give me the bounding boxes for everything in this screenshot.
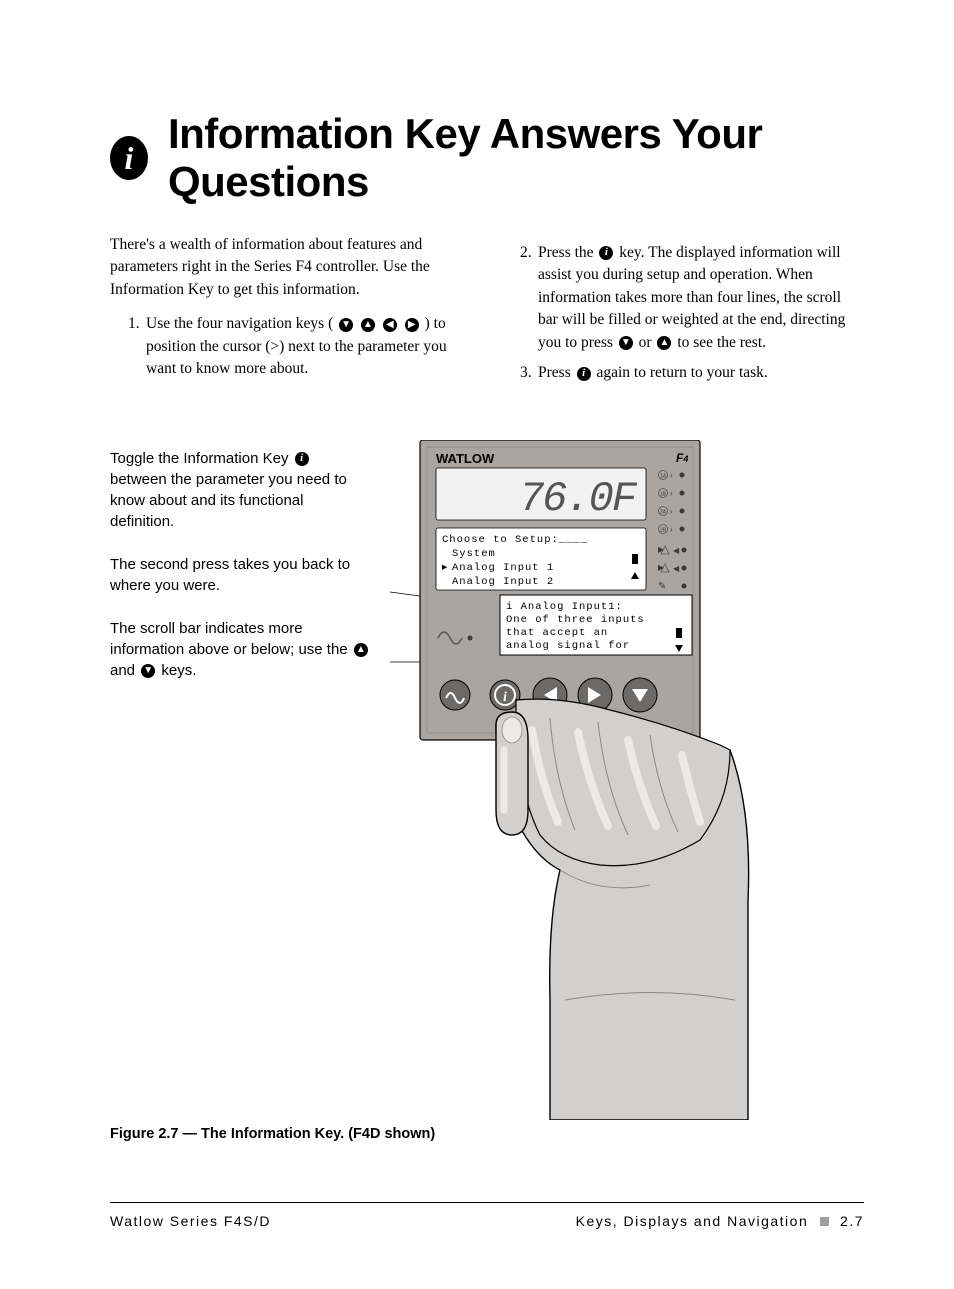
tooltip-line: i Analog Input1: — [506, 601, 623, 613]
svg-text:1A: 1A — [660, 473, 667, 479]
page-title: Information Key Answers Your Questions — [168, 110, 864, 206]
step-number: 3. — [520, 362, 538, 384]
step-number: 2. — [520, 242, 538, 354]
left-icon: ◀ — [383, 318, 397, 332]
profile-button[interactable] — [440, 680, 470, 710]
svg-text:✎: ✎ — [658, 581, 666, 592]
callout-2: The second press takes you back to where… — [110, 554, 370, 596]
down-icon: ▼ — [141, 664, 155, 678]
tooltip-line: analog signal for — [506, 640, 630, 652]
svg-text:›: › — [670, 507, 673, 516]
callout-3: The scroll bar indicates more informatio… — [110, 618, 370, 681]
menu-item: Analog Input 1 — [452, 562, 554, 574]
info-icon: i — [599, 246, 613, 260]
down-button[interactable] — [623, 678, 657, 712]
menu-item: System — [452, 548, 496, 560]
step-1-text: Use the four navigation keys ( ▼ ▲ ◀ ▶ )… — [146, 313, 472, 380]
down-icon: ▼ — [339, 318, 353, 332]
right-icon: ▶ — [405, 318, 419, 332]
brand-label: WATLOW — [436, 451, 495, 466]
up-icon: ▲ — [657, 336, 671, 350]
svg-text:◀: ◀ — [673, 546, 680, 555]
footer-rule — [110, 1202, 864, 1203]
page-footer: Watlow Series F4S/D Keys, Displays and N… — [110, 1213, 864, 1229]
step-2-text: Press the i key. The displayed informati… — [538, 242, 864, 354]
device-illustration: WATLOW F4 76.0F 1A› 1B› 2A› 2B› ▶◀ ▶◀ ✎ — [400, 440, 840, 1120]
menu-title: Choose to Setup:____ — [442, 534, 588, 546]
up-icon: ▲ — [361, 318, 375, 332]
info-icon: i — [295, 452, 309, 466]
svg-text:›: › — [670, 489, 673, 498]
down-icon: ▼ — [619, 336, 633, 350]
info-icon: i — [577, 367, 591, 381]
lcd-value: 76.0F — [519, 475, 638, 523]
svg-text:›: › — [670, 525, 673, 534]
callout-1: Toggle the Information Key i between the… — [110, 448, 370, 532]
tooltip-line: One of three inputs — [506, 614, 645, 626]
svg-text:1B: 1B — [660, 491, 667, 497]
svg-text:2A: 2A — [660, 509, 667, 515]
hand-illustration — [496, 699, 749, 1120]
svg-text:i: i — [503, 690, 507, 705]
svg-text:›: › — [670, 471, 673, 480]
menu-item: Analog Input 2 — [452, 576, 554, 588]
model-label: F4 — [676, 451, 688, 465]
menu-cursor: ▸ — [442, 562, 448, 574]
step-number: 1. — [128, 313, 146, 380]
footer-square-icon — [820, 1217, 829, 1226]
figure-caption: Figure 2.7 — The Information Key. (F4D s… — [110, 1126, 864, 1142]
step-3-text: Press i again to return to your task. — [538, 362, 768, 384]
intro-paragraph: There's a wealth of information about fe… — [110, 234, 472, 301]
svg-text:2B: 2B — [660, 527, 667, 533]
tooltip-line: that accept an — [506, 627, 608, 639]
up-icon: ▲ — [354, 643, 368, 657]
intro-columns: There's a wealth of information about fe… — [110, 234, 864, 385]
svg-text:◀: ◀ — [673, 564, 680, 573]
info-icon-large: i — [110, 136, 148, 180]
footer-left: Watlow Series F4S/D — [110, 1213, 271, 1229]
footer-right: Keys, Displays and Navigation 2.7 — [576, 1213, 864, 1229]
